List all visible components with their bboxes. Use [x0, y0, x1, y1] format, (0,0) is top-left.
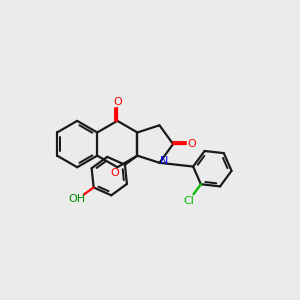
Text: Cl: Cl — [183, 196, 194, 206]
Text: N: N — [160, 156, 169, 166]
Text: O: O — [113, 98, 122, 107]
Text: O: O — [110, 168, 119, 178]
Text: O: O — [187, 139, 196, 149]
Text: OH: OH — [69, 194, 86, 204]
